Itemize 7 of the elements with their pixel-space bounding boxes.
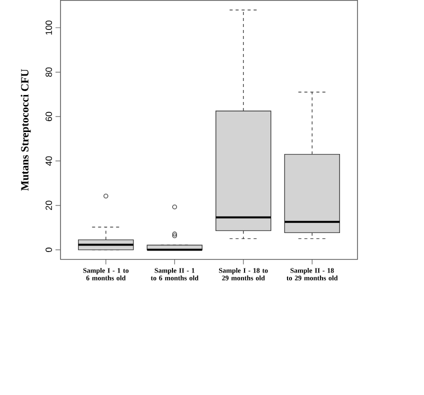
y-tick-label: 100 [46, 20, 52, 35]
y-tick-label: 20 [46, 200, 52, 210]
y-tick-label: 80 [46, 68, 52, 77]
y-tick-label: 0 [46, 248, 52, 252]
y-axis-title: Mutans Streptococci CFU [20, 69, 31, 191]
y-tick-label: 40 [46, 156, 52, 166]
y-tick-label: 60 [46, 112, 52, 122]
